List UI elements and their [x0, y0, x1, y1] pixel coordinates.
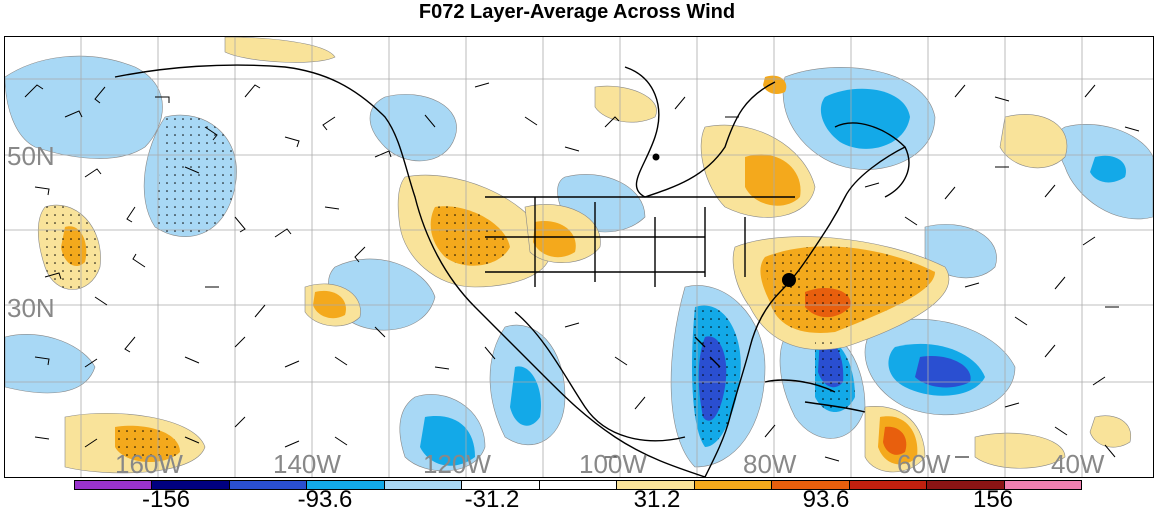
colorbar-swatch — [462, 481, 540, 489]
colorbar-swatch — [152, 481, 230, 489]
colorbar-swatch — [75, 481, 153, 489]
lat-label-50n: 50N — [7, 141, 55, 171]
wind-barbs — [24, 82, 1140, 462]
map-canvas — [5, 37, 1153, 477]
colorbar-label-neg93: -93.6 — [297, 486, 353, 513]
lon-label-140w: 140W — [273, 449, 341, 478]
map-title: F072 Layer-Average Across Wind — [418, 1, 736, 23]
colorbar-swatch — [617, 481, 695, 489]
colorbar-swatch — [772, 481, 850, 489]
colorbar-swatch — [539, 481, 618, 489]
lon-label-120w: 120W — [423, 449, 491, 478]
coastlines — [114, 64, 910, 477]
colorbar-label-93: 93.6 — [802, 486, 850, 513]
location-marker-small[interactable] — [652, 153, 660, 161]
colorbar-label-neg156: -156 — [141, 486, 191, 513]
colorbar-swatch — [307, 481, 385, 489]
colorbar-swatch — [849, 481, 928, 489]
lon-label-100w: 100W — [579, 449, 647, 478]
colorbar-swatch — [1004, 481, 1082, 489]
lon-label-80w: 80W — [743, 449, 797, 478]
lat-label-30n: 30N — [7, 293, 55, 323]
colorbar-label-156: 156 — [972, 486, 1014, 513]
colorbar-swatch — [694, 481, 773, 489]
color-scale-bar — [74, 480, 1082, 490]
stipple-pattern — [45, 115, 935, 463]
colorbar-swatch — [384, 481, 463, 489]
lat-lon-grid — [5, 37, 1153, 477]
colorbar-label-31: 31.2 — [633, 486, 681, 513]
weather-map[interactable]: 50N 30N 160W 140W 120W 100W 80W 60W 40W — [4, 36, 1154, 478]
colorbar-swatch — [229, 481, 308, 489]
lon-label-40w: 40W — [1051, 449, 1105, 478]
lon-label-160w: 160W — [115, 449, 183, 478]
lon-label-60w: 60W — [897, 449, 951, 478]
colorbar-label-neg31: -31.2 — [464, 486, 520, 513]
location-marker-large[interactable] — [782, 273, 796, 287]
colorbar-swatch — [927, 481, 1005, 489]
